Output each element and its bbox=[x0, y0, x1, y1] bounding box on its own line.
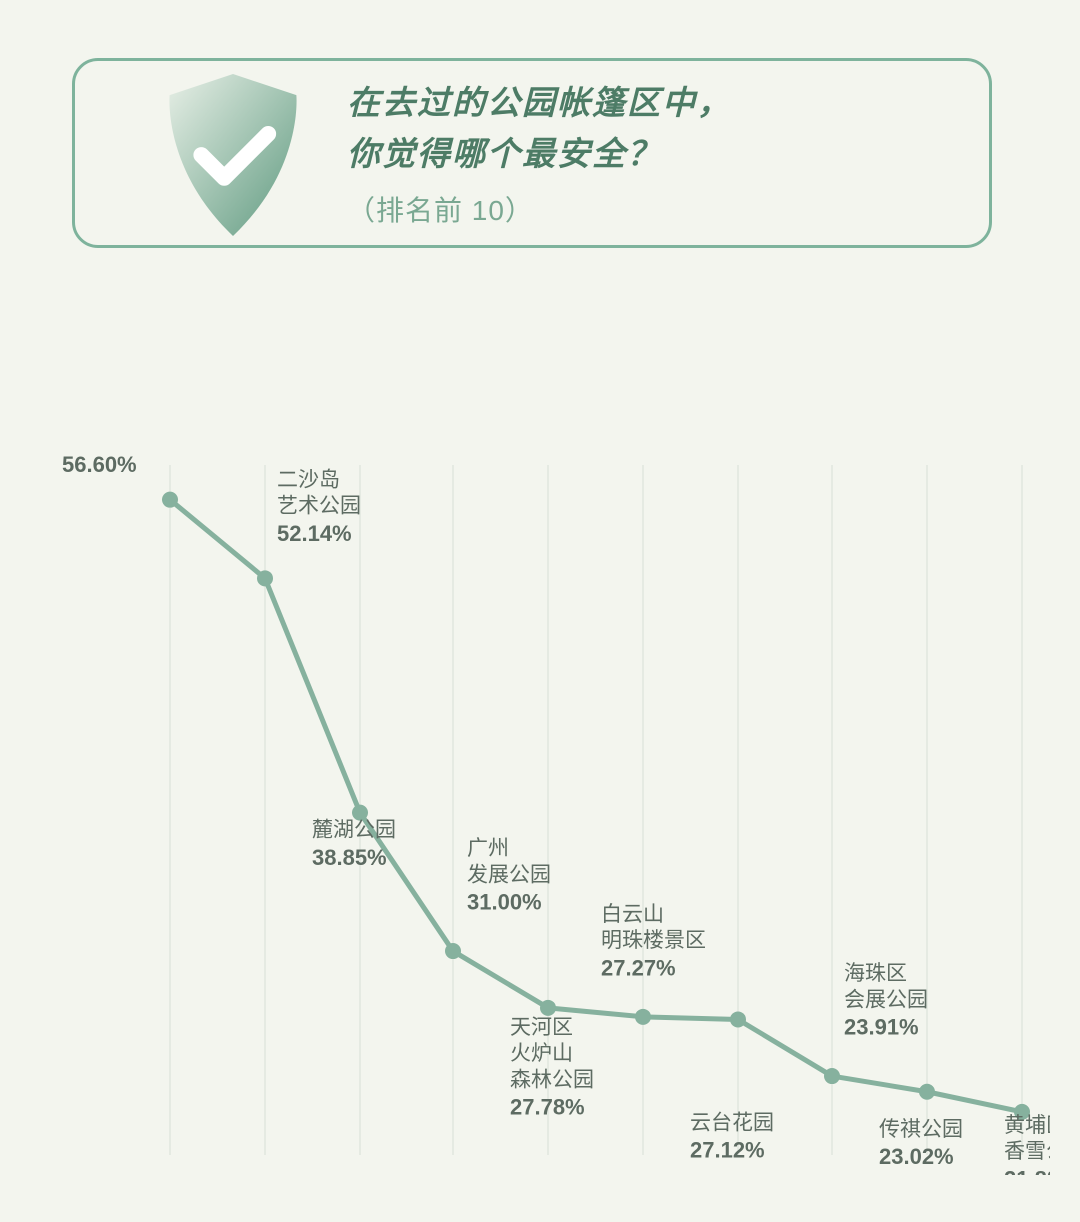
header-text: 在去过的公园帐篷区中， 你觉得哪个最安全？ （排名前 10） bbox=[347, 77, 989, 229]
data-point bbox=[635, 1009, 651, 1025]
shield-check-icon bbox=[145, 67, 321, 243]
point-label: 白云山明珠楼景区 27.27% bbox=[601, 903, 706, 981]
title-line-2: 你觉得哪个最安全？ bbox=[347, 128, 989, 179]
point-name: 白云山 bbox=[601, 903, 664, 926]
point-value: 52.14% bbox=[277, 521, 352, 546]
point-value: 56.60% bbox=[62, 455, 137, 477]
data-point bbox=[919, 1084, 935, 1100]
point-label: 珠江公园56.60% bbox=[62, 455, 146, 477]
data-point bbox=[162, 492, 178, 508]
point-value: 31.00% bbox=[467, 890, 542, 915]
point-value: 27.27% bbox=[601, 955, 676, 980]
point-name: 艺术公园 bbox=[277, 495, 361, 518]
data-point bbox=[540, 1000, 556, 1016]
point-name: 海珠区 bbox=[844, 962, 907, 985]
point-name: 香雪公园 bbox=[1004, 1140, 1050, 1163]
point-name: 会展公园 bbox=[844, 988, 928, 1011]
point-label: 云台花园 27.12% bbox=[690, 1111, 774, 1162]
point-label: 黄埔区香雪公园 21.88% bbox=[1004, 1114, 1050, 1175]
point-value: 38.85% bbox=[312, 845, 387, 870]
point-value: 21.88% bbox=[1004, 1166, 1050, 1175]
point-name: 发展公园 bbox=[467, 863, 551, 886]
data-point bbox=[824, 1068, 840, 1084]
point-name: 麓湖公园 bbox=[312, 819, 396, 842]
point-label: 广州发展公园 31.00% bbox=[467, 837, 551, 915]
point-label: 海珠区会展公园 23.91% bbox=[844, 962, 928, 1040]
point-name: 明珠楼景区 bbox=[601, 929, 706, 952]
point-name: 天河区 bbox=[510, 1016, 573, 1039]
point-value: 27.12% bbox=[690, 1138, 765, 1163]
point-label: 二沙岛艺术公园 52.14% bbox=[277, 468, 361, 546]
point-name: 二沙岛 bbox=[277, 468, 340, 491]
point-name: 传祺公园 bbox=[879, 1118, 963, 1141]
data-point bbox=[445, 943, 461, 959]
title-line-1: 在去过的公园帐篷区中， bbox=[347, 77, 989, 128]
point-name: 云台花园 bbox=[690, 1111, 774, 1134]
point-label: 天河区火炉山森林公园 27.78% bbox=[510, 1016, 594, 1120]
point-name: 黄埔区 bbox=[1004, 1114, 1050, 1137]
data-point bbox=[730, 1011, 746, 1027]
subtitle: （排名前 10） bbox=[347, 189, 989, 229]
point-name: 森林公园 bbox=[510, 1068, 594, 1091]
point-label: 麓湖公园 38.85% bbox=[312, 819, 396, 870]
safety-ranking-line-chart: 珠江公园56.60% 二沙岛艺术公园 52.14% 麓湖公园 38.85% 广州发展公园 3… bbox=[60, 455, 1050, 1175]
point-name: 火炉山 bbox=[510, 1042, 573, 1065]
point-value: 23.02% bbox=[879, 1144, 954, 1169]
header-card: 在去过的公园帐篷区中， 你觉得哪个最安全？ （排名前 10） bbox=[72, 58, 992, 248]
data-point bbox=[257, 570, 273, 586]
point-value: 23.91% bbox=[844, 1015, 919, 1040]
point-name: 广州 bbox=[467, 837, 509, 860]
point-value: 27.78% bbox=[510, 1095, 585, 1120]
point-label: 传祺公园 23.02% bbox=[879, 1118, 963, 1169]
